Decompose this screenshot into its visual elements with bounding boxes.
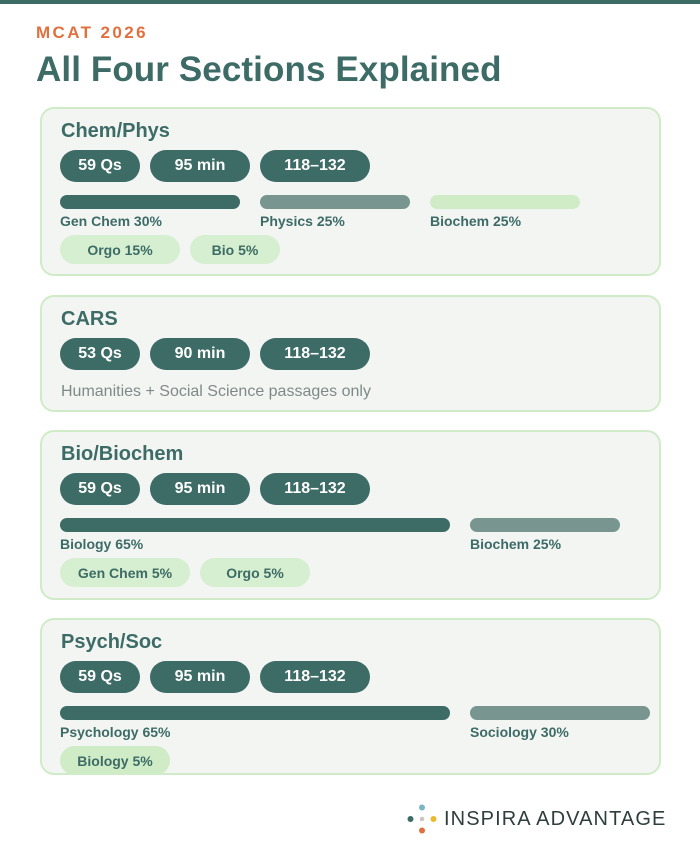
minor-topic-tag: Biology 5% xyxy=(60,746,170,775)
minor-topic-tag: Orgo 5% xyxy=(200,558,310,587)
topic-label: Biology 65% xyxy=(60,536,144,552)
minor-topic-tag: Orgo 15% xyxy=(60,235,180,264)
topic-label: Physics 25% xyxy=(260,213,345,229)
section-title: Chem/Phys xyxy=(61,120,170,142)
topic-bar-psychology xyxy=(60,706,450,720)
section-title: CARS xyxy=(61,308,118,330)
time-badge: 95 min xyxy=(150,150,250,182)
section-card-cars: CARS 53 Qs 90 min 118–132 Humanities + S… xyxy=(40,295,661,412)
questions-badge: 59 Qs xyxy=(60,150,140,182)
section-title: Psych/Soc xyxy=(61,631,163,653)
topic-label: Sociology 30% xyxy=(470,724,569,740)
topic-bar-gen-chem xyxy=(60,195,240,209)
section-card-psych-soc: Psych/Soc 59 Qs 95 min 118–132 Psycholog… xyxy=(40,618,661,775)
topic-label: Biochem 25% xyxy=(430,213,522,229)
dots-cross-logo-icon xyxy=(407,804,437,834)
page-title: All Four Sections Explained xyxy=(36,50,502,89)
minor-topic-tag: Gen Chem 5% xyxy=(60,558,190,587)
topic-label: Psychology 65% xyxy=(60,724,171,740)
score-range-badge: 118–132 xyxy=(260,661,370,693)
section-card-chem-phys: Chem/Phys 59 Qs 95 min 118–132 Gen Chem … xyxy=(40,107,661,276)
score-range-badge: 118–132 xyxy=(260,338,370,370)
topic-label: Gen Chem 30% xyxy=(60,213,162,229)
time-badge: 95 min xyxy=(150,661,250,693)
section-card-bio-biochem: Bio/Biochem 59 Qs 95 min 118–132 Biology… xyxy=(40,430,661,600)
questions-badge: 53 Qs xyxy=(60,338,140,370)
section-note: Humanities + Social Science passages onl… xyxy=(61,383,371,400)
questions-badge: 59 Qs xyxy=(60,661,140,693)
topic-bar-sociology xyxy=(470,706,650,720)
top-accent-rule xyxy=(0,0,700,4)
brand-name: INSPIRA ADVANTAGE xyxy=(444,807,667,830)
eyebrow-label: MCAT 2026 xyxy=(36,23,148,42)
minor-topic-tag: Bio 5% xyxy=(190,235,280,264)
topic-bar-biochem xyxy=(430,195,580,209)
topic-bar-physics xyxy=(260,195,410,209)
section-title: Bio/Biochem xyxy=(61,443,184,465)
time-badge: 90 min xyxy=(150,338,250,370)
topic-label: Biochem 25% xyxy=(470,536,562,552)
topic-bar-biochem xyxy=(470,518,620,532)
score-range-badge: 118–132 xyxy=(260,473,370,505)
topic-bar-biology xyxy=(60,518,450,532)
time-badge: 95 min xyxy=(150,473,250,505)
score-range-badge: 118–132 xyxy=(260,150,370,182)
brand-footer: INSPIRA ADVANTAGE xyxy=(406,803,666,835)
questions-badge: 59 Qs xyxy=(60,473,140,505)
